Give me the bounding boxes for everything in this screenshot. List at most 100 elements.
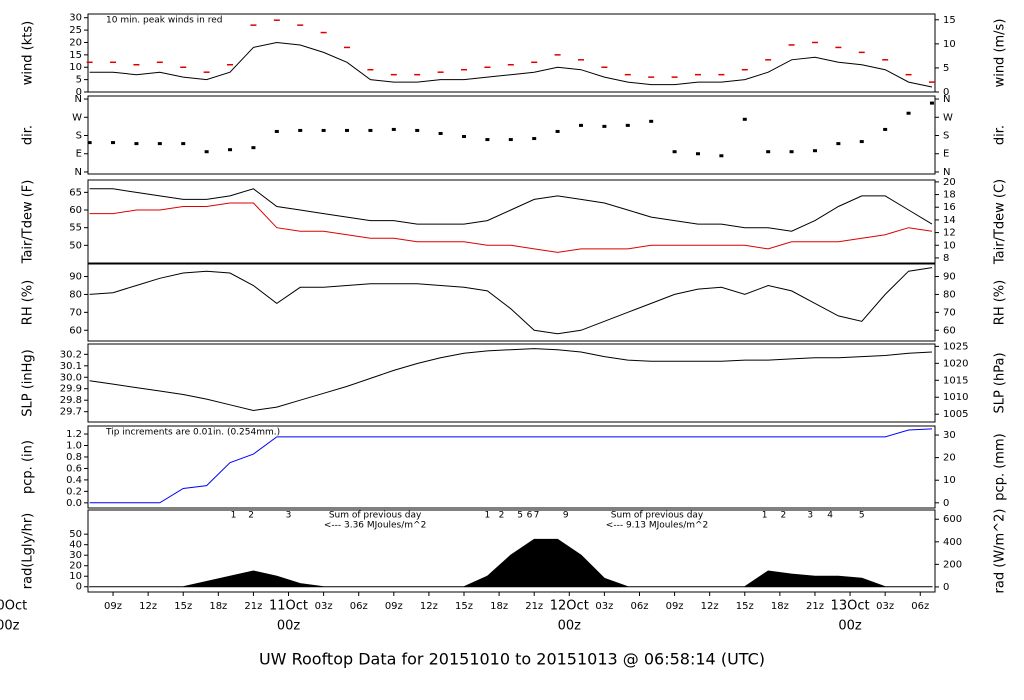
y2-tick-label: 16: [943, 202, 956, 213]
y2-tick-label: 80: [943, 289, 956, 300]
y-tick-label: 50: [69, 240, 82, 251]
x-tick-label: 21z: [806, 601, 824, 612]
y2-axis-label: dir.: [993, 125, 1008, 145]
y2-axis-label: Tair/Tdew (C): [993, 179, 1008, 265]
line: [89, 348, 933, 412]
y-tick-label: 0.0: [66, 498, 82, 509]
y-tick-label: 80: [69, 289, 82, 300]
y2-tick-label: 1025: [943, 341, 968, 352]
x-tick-label: 18z: [209, 601, 227, 612]
y-tick-label: 0: [76, 582, 82, 593]
x-tick-label: 03z: [595, 601, 613, 612]
hour-mark: 9: [563, 511, 569, 521]
x-tick-label: 12z: [139, 601, 157, 612]
x-tick-label: 12z: [701, 601, 719, 612]
point: [578, 123, 583, 127]
y-tick-label: 60: [69, 205, 82, 216]
y-tick-label: 25: [69, 25, 82, 36]
area: [89, 538, 933, 588]
panel-frame: [87, 343, 936, 423]
x-tick-label: 15z: [736, 601, 754, 612]
sum-note: <--- 3.36 MJoules/m^2: [324, 521, 426, 531]
y-tick-label: 40: [69, 540, 82, 551]
hour-mark: 2: [499, 511, 505, 521]
y2-tick-label: 0: [943, 582, 949, 593]
y-tick-label: 0: [76, 87, 82, 98]
point: [532, 137, 537, 141]
line: [89, 188, 933, 232]
y-tick-label: 10: [69, 571, 82, 582]
point: [415, 128, 420, 132]
y-axis-label: Tair/Tdew (F): [21, 180, 36, 265]
point: [391, 127, 396, 131]
point: [345, 128, 350, 132]
hour-mark: 5: [517, 511, 523, 521]
point: [602, 124, 607, 128]
point: [625, 123, 630, 127]
point: [251, 146, 256, 150]
y-tick-label: 0.6: [66, 463, 82, 474]
y-tick-label: 30: [69, 13, 82, 24]
point: [836, 142, 841, 146]
x-tick-label: 03z: [315, 601, 333, 612]
y2-axis-label: RH (%): [993, 280, 1008, 325]
x-tick-label: 13Oct: [831, 599, 870, 614]
point: [789, 150, 794, 154]
y-tick-label: 30.0: [60, 372, 82, 383]
y2-tick-label: N: [943, 94, 950, 105]
x-tick-label: 12z: [420, 601, 438, 612]
point: [134, 142, 139, 146]
x-tick-label: 18z: [490, 601, 508, 612]
point: [157, 142, 162, 146]
y-tick-label: 20: [69, 37, 82, 48]
y2-tick-label: 200: [943, 559, 962, 570]
sum-note: Sum of previous day: [329, 511, 422, 521]
y-tick-label: 55: [69, 223, 82, 234]
x-tick-label: 06z: [350, 601, 368, 612]
point: [649, 119, 654, 123]
x-date-label: 00z: [277, 619, 301, 634]
point: [719, 154, 724, 158]
y2-tick-label: 1015: [943, 375, 968, 386]
x-date-label: 00z: [0, 619, 20, 634]
y2-tick-label: 60: [943, 325, 956, 336]
y-tick-label: 0.4: [66, 475, 82, 486]
y-axis-label: pcp. (in): [21, 440, 36, 494]
hour-mark: 3: [807, 511, 813, 521]
hour-mark: 5: [859, 511, 865, 521]
y-tick-label: 0.2: [66, 486, 82, 497]
y-tick-label: W: [72, 112, 82, 123]
sum-note: <--- 9.13 MJoules/m^2: [606, 521, 708, 531]
x-date-label: 00z: [558, 619, 582, 634]
y-tick-label: 70: [69, 307, 82, 318]
point: [274, 129, 279, 133]
x-tick-label: 03z: [876, 601, 894, 612]
note: Tip increments are 0.01in. (0.254mm.): [105, 428, 280, 438]
y-tick-label: E: [76, 149, 82, 160]
y2-tick-label: 30: [943, 430, 956, 441]
point: [508, 138, 513, 142]
y2-tick-label: 20: [943, 453, 956, 464]
y-tick-label: S: [76, 131, 82, 142]
y2-tick-label: 1020: [943, 358, 968, 369]
y2-tick-label: 90: [943, 272, 956, 283]
x-tick-label: 11Oct: [269, 599, 308, 614]
y-tick-label: 10: [69, 62, 82, 73]
hour-mark: 2: [781, 511, 787, 521]
hour-mark: 3: [286, 511, 292, 521]
point: [298, 128, 303, 132]
point: [695, 152, 700, 156]
y2-tick-label: 0: [943, 498, 949, 509]
x-tick-label: 15z: [174, 601, 192, 612]
point: [228, 148, 233, 152]
y2-tick-label: 10: [943, 39, 956, 50]
hour-mark: 1: [485, 511, 491, 521]
x-tick-label: 12Oct: [550, 599, 589, 614]
point: [111, 141, 116, 145]
x-tick-label: 09z: [385, 601, 403, 612]
y-tick-label: 90: [69, 272, 82, 283]
point: [321, 128, 326, 132]
y-axis-label: dir.: [21, 125, 36, 145]
x-tick-label: 18z: [771, 601, 789, 612]
y-tick-label: N: [75, 94, 82, 105]
